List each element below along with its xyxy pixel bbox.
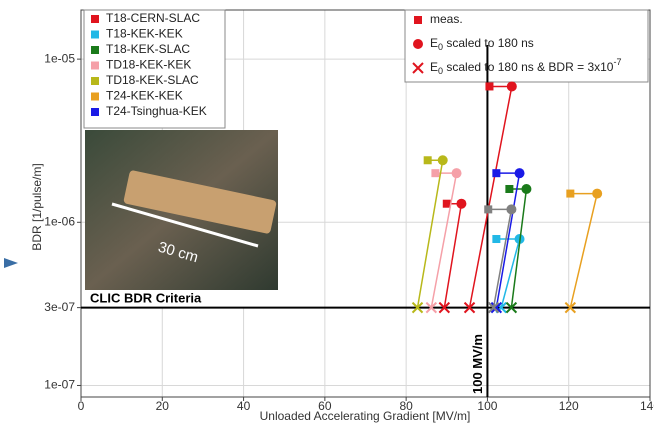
series-line: [468, 85, 513, 308]
marker-cross: [412, 62, 424, 74]
legend-text-part: E: [430, 60, 438, 74]
marker-cross: [564, 301, 577, 314]
legend-box: [83, 9, 226, 129]
x-tick-label: 40: [237, 399, 251, 413]
marker-legend-box: [404, 9, 649, 83]
marker-circle: [413, 39, 423, 49]
marker-circle: [456, 198, 467, 209]
legend-label: T18-CERN-SLAC: [106, 11, 200, 25]
legend-text-part: -7: [613, 57, 621, 67]
legend-label: T24-KEK-KEK: [106, 89, 183, 103]
marker-circle: [451, 168, 462, 179]
legend-swatch: [91, 77, 99, 85]
series-line: [430, 172, 458, 308]
marker-square: [485, 82, 494, 91]
marker-cross: [490, 301, 503, 314]
y-tick-label: 1e-06: [44, 214, 75, 228]
marker-cross: [425, 301, 438, 314]
legend-swatch: [91, 15, 99, 23]
y-tick-label: 1e-05: [44, 51, 75, 65]
marker-cross: [505, 301, 518, 314]
legend-swatch: [91, 108, 99, 116]
series-line: [416, 159, 444, 308]
marker-cross: [438, 301, 451, 314]
marker-square: [431, 169, 440, 178]
legend-swatch: [91, 30, 99, 39]
marker-legend-label: meas.: [430, 12, 463, 26]
marker-circle: [592, 188, 603, 199]
photo-arrow: [111, 202, 259, 248]
legend-label: T18-KEK-KEK: [106, 27, 183, 41]
gradient-label: 100 MV/m: [470, 334, 485, 394]
marker-square: [423, 156, 432, 165]
legend-text-part: scaled to 180 ns: [443, 36, 534, 50]
legend-label: TD18-KEK-SLAC: [106, 73, 199, 87]
criteria-label: CLIC BDR Criteria: [90, 290, 202, 305]
marker-circle: [506, 81, 517, 92]
legend-swatch: [91, 46, 99, 54]
photo-caption-bg: [85, 290, 278, 308]
marker-cross: [411, 301, 424, 314]
x-axis-label: Unloaded Accelerating Gradient [MV/m]: [260, 409, 471, 423]
photo-inset: [85, 130, 278, 308]
legend-text-part: meas.: [430, 12, 463, 26]
plot-frame: [80, 9, 651, 398]
marker-square: [492, 169, 501, 178]
x-tick-label: 100: [477, 399, 497, 413]
x-tick-label: 140: [640, 399, 654, 413]
legend-label: TD18-KEK-KEK: [106, 58, 191, 72]
marker-cross: [463, 301, 476, 314]
series-line: [443, 202, 463, 308]
legend-swatch: [91, 92, 99, 101]
legend-label: T18-KEK-SLAC: [106, 42, 190, 56]
marker-legend-label: E0 scaled to 180 ns: [430, 36, 534, 52]
marker-legend-label: E0 scaled to 180 ns & BDR = 3x10-7: [430, 57, 621, 76]
marker-square: [484, 205, 493, 214]
marker-circle: [437, 155, 448, 166]
legend-label: T24-Tsinghua-KEK: [106, 104, 207, 118]
legend-text-part: E: [430, 36, 438, 50]
marker-square: [414, 16, 422, 24]
marker-square: [442, 199, 451, 208]
y-tick-label: 3e-07: [44, 300, 75, 314]
marker-square: [505, 184, 514, 193]
side-arrow: [4, 258, 18, 268]
marker-circle: [506, 204, 517, 215]
x-tick-label: 60: [318, 399, 332, 413]
x-tick-label: 120: [559, 399, 579, 413]
legend-text-part: 0: [438, 42, 443, 52]
marker-square: [492, 235, 501, 244]
legend-text-part: scaled to 180 ns & BDR = 3x10: [443, 60, 614, 74]
legend-swatch: [91, 61, 99, 70]
marker-circle: [521, 183, 532, 194]
x-tick-label: 0: [78, 399, 85, 413]
marker-square: [566, 189, 575, 198]
y-axis-label: BDR [1/pulse/m]: [30, 163, 44, 250]
series-line: [569, 192, 599, 308]
x-tick-label: 80: [399, 399, 413, 413]
legend-text-part: 0: [438, 66, 443, 76]
photo-structure: [123, 170, 277, 234]
marker-cross: [487, 301, 500, 314]
x-tick-label: 20: [156, 399, 170, 413]
marker-circle: [514, 168, 525, 179]
series-line: [488, 208, 513, 308]
y-tick-label: 1e-07: [44, 378, 75, 392]
